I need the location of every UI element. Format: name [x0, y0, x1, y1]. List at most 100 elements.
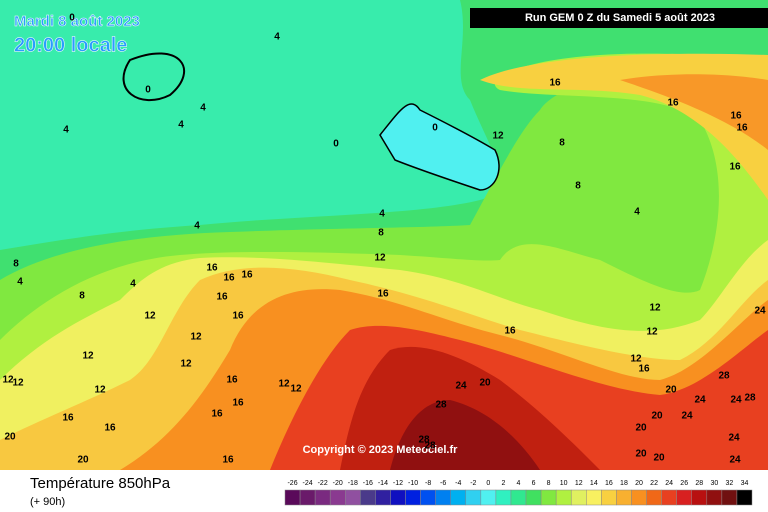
contour-label: 8	[559, 138, 565, 149]
contour-label: 28	[718, 371, 730, 382]
contour-label: 8	[13, 259, 19, 270]
contour-label: 12	[180, 359, 192, 370]
contour-label: 16	[232, 311, 244, 322]
contour-label: 16	[226, 375, 238, 386]
colorbar-label: -16	[363, 480, 373, 487]
colorbar-swatch	[736, 489, 753, 506]
colorbar-swatch	[676, 489, 692, 506]
colorbar-label: 16	[605, 480, 613, 487]
contour-label: 16	[377, 289, 389, 300]
colorbar-swatch	[360, 489, 376, 506]
colorbar-swatch	[586, 489, 602, 506]
temperature-field	[0, 0, 768, 470]
colorbar-swatch	[375, 489, 391, 506]
contour-label: 4	[200, 103, 206, 114]
contour-label: 4	[17, 277, 23, 288]
colorbar-swatch	[555, 489, 572, 506]
contour-label: 12	[82, 351, 94, 362]
contour-label: 20	[77, 455, 89, 466]
contour-label: 28	[744, 393, 756, 404]
contour-label: 8	[575, 181, 581, 192]
colorbar-label: 26	[680, 480, 688, 487]
copyright: Copyright © 2023 Meteociel.fr	[303, 444, 459, 456]
contour-label: 20	[635, 423, 647, 434]
contour-label: 12	[144, 311, 156, 322]
colorbar-swatch	[390, 489, 406, 506]
colorbar-label: -14	[378, 480, 388, 487]
contour-label: 0	[145, 85, 151, 96]
colorbar-swatch	[661, 489, 677, 506]
colorbar-swatch	[405, 489, 421, 506]
contour-label: 16	[504, 326, 516, 337]
contour-label: 12	[649, 303, 661, 314]
contour-label: 12	[12, 378, 24, 389]
contour-label: 16	[104, 423, 116, 434]
colorbar-swatch	[435, 489, 451, 506]
contour-label: 20	[651, 411, 663, 422]
colorbar-swatch	[480, 489, 497, 506]
contour-label: 0	[432, 123, 438, 134]
colorbar-label: 4	[517, 480, 521, 487]
colorbar-label: -20	[333, 480, 343, 487]
legend-title: Température 850hPa	[30, 475, 171, 492]
contour-label: 28	[435, 400, 447, 411]
run-box	[470, 8, 768, 28]
time-label: 20:00 locale	[14, 34, 127, 56]
colorbar-swatch	[570, 489, 587, 506]
colorbar-swatch	[616, 489, 632, 506]
contour-label: 12	[2, 375, 14, 386]
contour-label: 4	[634, 207, 640, 218]
colorbar-label: 2	[501, 480, 505, 487]
contour-label: 20	[665, 385, 677, 396]
colorbar-swatch	[345, 489, 361, 506]
colorbar-swatch	[450, 489, 467, 506]
contour-label: 20	[635, 449, 647, 460]
contour-label: 4	[130, 279, 136, 290]
contour-label: 12	[630, 354, 642, 365]
colorbar-swatch	[601, 489, 617, 506]
run-label: Run GEM 0 Z du Samedi 5 août 2023	[525, 12, 715, 24]
colorbar-swatch	[284, 489, 301, 506]
colorbar-label: 14	[590, 480, 598, 487]
colorbar-label: 20	[635, 480, 643, 487]
contour-label: 20	[479, 378, 491, 389]
contour-label: 28	[424, 441, 436, 452]
colorbar-swatch	[721, 489, 738, 506]
contour-label: 24	[730, 395, 742, 406]
colorbar-label: -18	[348, 480, 358, 487]
colorbar-label: 24	[665, 480, 673, 487]
colorbar-swatch	[706, 489, 723, 506]
contour-label: 24	[681, 411, 693, 422]
colorbar-swatch	[314, 489, 331, 506]
colorbar-swatch	[631, 489, 647, 506]
contour-label: 24	[729, 455, 741, 466]
contour-label: 12	[278, 379, 290, 390]
contour-label: 16	[549, 78, 561, 89]
colorbar-label: 22	[650, 480, 658, 487]
contour-label: 4	[63, 125, 69, 136]
colorbar-label: 8	[547, 480, 551, 487]
contour-label: 8	[378, 228, 384, 239]
contour-label: 12	[492, 131, 504, 142]
contour-label: 28	[418, 435, 430, 446]
contour-label: 16	[736, 123, 748, 134]
colorbar-label: 18	[620, 480, 628, 487]
colorbar-swatch	[299, 489, 316, 506]
colorbar-swatch	[420, 489, 436, 506]
contour-label: 4	[178, 120, 184, 131]
colorbar-label: -12	[393, 480, 403, 487]
colorbar-label: -6	[440, 480, 446, 487]
colorbar-label: 10	[560, 480, 568, 487]
colorbar-swatch	[691, 489, 708, 506]
contour-label: 16	[241, 270, 253, 281]
contour-label: 16	[223, 273, 235, 284]
contour-label: 4	[194, 221, 200, 232]
colorbar-label: -22	[318, 480, 328, 487]
contour-label: 12	[190, 332, 202, 343]
contour-label: 12	[94, 385, 106, 396]
contour-label: 16	[211, 409, 223, 420]
colorbar-label: -10	[408, 480, 418, 487]
colorbar-label: 28	[695, 480, 703, 487]
